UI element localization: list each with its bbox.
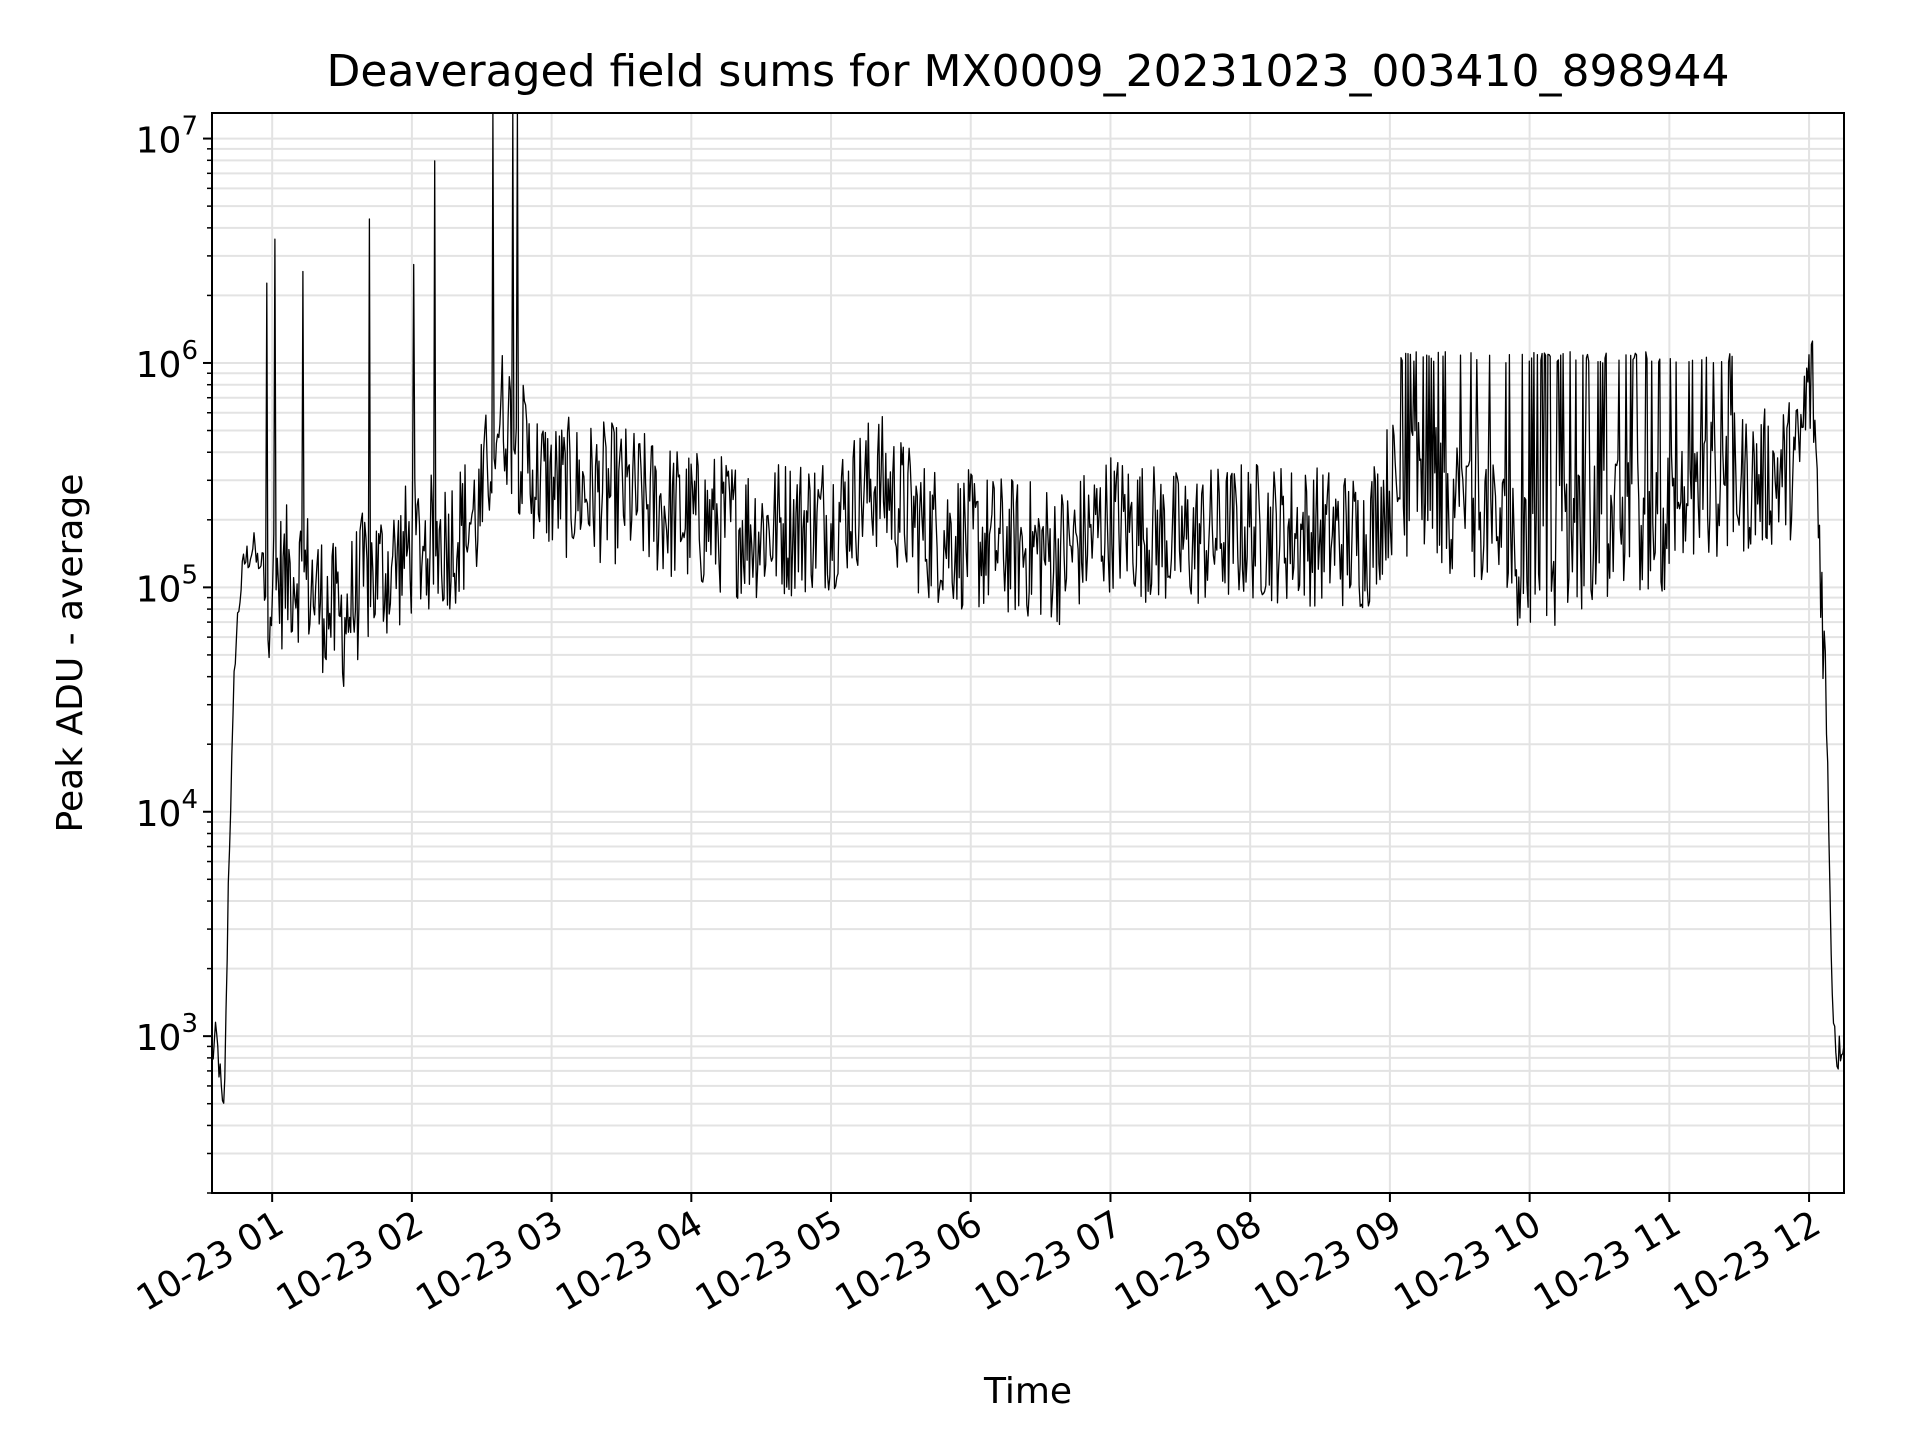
y-tick-label: 103 xyxy=(136,1009,198,1059)
y-tick-exponent: 5 xyxy=(181,560,198,590)
y-tick-base: 10 xyxy=(136,569,182,610)
y-tick-label: 105 xyxy=(136,560,198,610)
y-tick-base: 10 xyxy=(136,121,182,162)
y-axis-label: Peak ADU - average xyxy=(50,474,91,833)
y-tick-base: 10 xyxy=(136,1018,182,1059)
chart-title: Deaveraged field sums for MX0009_2023102… xyxy=(327,46,1730,97)
series-line xyxy=(211,112,1845,1104)
y-tick-label: 107 xyxy=(136,112,198,162)
grid xyxy=(212,113,1844,1194)
x-axis-label: Time xyxy=(983,1371,1072,1412)
y-tick-exponent: 4 xyxy=(181,785,198,815)
y-tick-label: 106 xyxy=(136,336,198,386)
y-tick-base: 10 xyxy=(136,345,182,386)
y-tick-label: 104 xyxy=(136,785,198,835)
y-tick-exponent: 7 xyxy=(181,112,198,142)
plot-frame xyxy=(211,112,1845,1194)
y-tick-exponent: 6 xyxy=(181,336,198,366)
y-tick-exponent: 3 xyxy=(181,1009,198,1039)
series-layer xyxy=(211,112,1845,1104)
y-tick-base: 10 xyxy=(136,794,182,835)
